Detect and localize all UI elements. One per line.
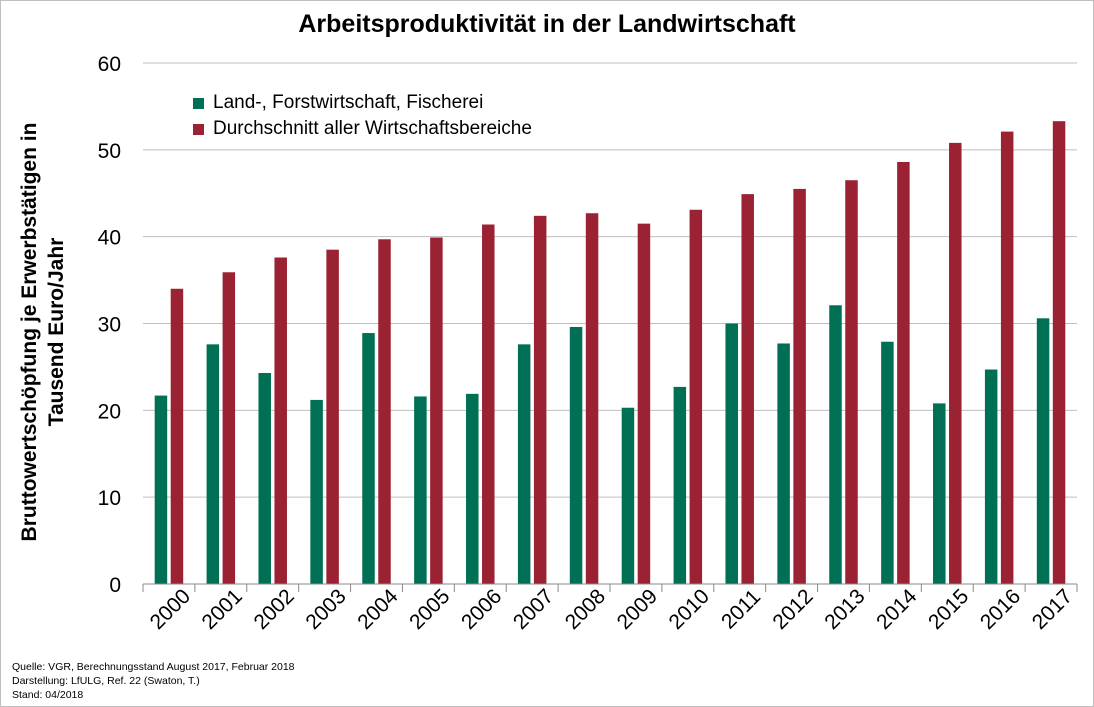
bar-agriculture-2003 [310, 399, 323, 584]
bar-average-2017 [1052, 121, 1066, 584]
bar-average-2015 [949, 142, 962, 585]
y-tick-label-60: 60 [98, 53, 121, 76]
bar-average-2006 [482, 224, 495, 584]
footer-author: Darstellung: LfULG, Ref. 22 (Swaton, T.) [12, 675, 200, 687]
x-tick-label-2012: 2012 [768, 585, 817, 634]
bar-agriculture-2015 [933, 403, 946, 584]
x-tick-label-2014: 2014 [872, 585, 922, 635]
bar-average-2001 [222, 272, 236, 584]
x-tick-label-2017: 2017 [1028, 585, 1077, 634]
bar-average-2016 [1000, 131, 1014, 584]
x-tick-label-2006: 2006 [457, 585, 506, 634]
bar-average-2003 [326, 249, 339, 585]
x-tick-label-2009: 2009 [613, 585, 662, 634]
bar-average-2002 [274, 257, 287, 584]
bar-agriculture-2005 [414, 396, 427, 584]
bar-average-2008 [585, 213, 599, 584]
y-tick-label-10: 10 [98, 487, 121, 510]
y-tick-label-20: 20 [98, 400, 121, 423]
bar-agriculture-2010 [673, 386, 687, 584]
bar-average-2004 [378, 239, 391, 584]
y-tick-label-40: 40 [98, 227, 121, 250]
legend-label-average: Durchschnitt aller Wirtschaftsbereiche [213, 118, 532, 139]
x-tick-label-2016: 2016 [976, 585, 1025, 634]
legend-swatch-agriculture [193, 97, 204, 109]
bar-average-2011 [741, 194, 754, 584]
legend: Land-, Forstwirtschaft, Fischerei Durchs… [193, 90, 532, 142]
y-tick-label-50: 50 [98, 140, 121, 163]
legend-swatch-average [193, 123, 204, 135]
bar-agriculture-2011 [725, 323, 738, 584]
bar-agriculture-2004 [362, 333, 375, 584]
x-tick-label-2004: 2004 [353, 585, 403, 635]
x-tick-label-2011: 2011 [717, 585, 765, 633]
x-tick-label-2008: 2008 [561, 585, 610, 634]
bar-agriculture-2006 [466, 393, 479, 584]
bar-agriculture-2000 [154, 395, 168, 584]
bar-agriculture-2002 [258, 372, 271, 584]
x-tick-label-2002: 2002 [249, 585, 298, 634]
bar-agriculture-2014 [881, 341, 894, 584]
bar-average-2007 [533, 215, 547, 584]
footer-source: Quelle: VGR, Berechnungsstand August 201… [12, 661, 295, 673]
bar-average-2009 [637, 223, 651, 584]
y-tick-label-0: 0 [109, 574, 121, 597]
x-tick-label-2003: 2003 [301, 585, 350, 634]
bar-agriculture-2017 [1036, 318, 1050, 584]
x-tick-label-2015: 2015 [924, 585, 973, 634]
y-tick-label-30: 30 [98, 314, 121, 337]
x-tick-label-2000: 2000 [146, 585, 195, 634]
bar-agriculture-2012 [777, 343, 790, 584]
legend-label-agriculture: Land-, Forstwirtschaft, Fischerei [213, 92, 484, 113]
bar-agriculture-2009 [621, 407, 635, 584]
footer: Quelle: VGR, Berechnungsstand August 201… [12, 660, 295, 702]
bar-agriculture-2013 [829, 305, 842, 584]
x-tick-label-2001: 2001 [198, 585, 247, 634]
x-tick-label-2013: 2013 [820, 585, 869, 634]
bar-average-2000 [170, 288, 184, 584]
bar-average-2014 [897, 161, 910, 585]
x-tick-label-2010: 2010 [665, 585, 714, 634]
x-tick-label-2005: 2005 [405, 585, 454, 634]
bar-agriculture-2016 [984, 369, 998, 584]
legend-item-agriculture: Land-, Forstwirtschaft, Fischerei [193, 90, 532, 116]
footer-date: Stand: 04/2018 [12, 689, 84, 701]
bar-average-2005 [430, 237, 443, 584]
bar-agriculture-2007 [517, 344, 531, 584]
x-tick-label-2007: 2007 [509, 585, 558, 634]
bar-agriculture-2008 [569, 326, 583, 584]
bar-average-2013 [845, 180, 858, 584]
bar-average-2012 [793, 188, 806, 585]
legend-item-average: Durchschnitt aller Wirtschaftsbereiche [193, 116, 532, 142]
bar-agriculture-2001 [206, 344, 220, 584]
chart-title: Arbeitsproduktivität in der Landwirtscha… [298, 10, 796, 38]
bar-average-2010 [689, 209, 703, 584]
